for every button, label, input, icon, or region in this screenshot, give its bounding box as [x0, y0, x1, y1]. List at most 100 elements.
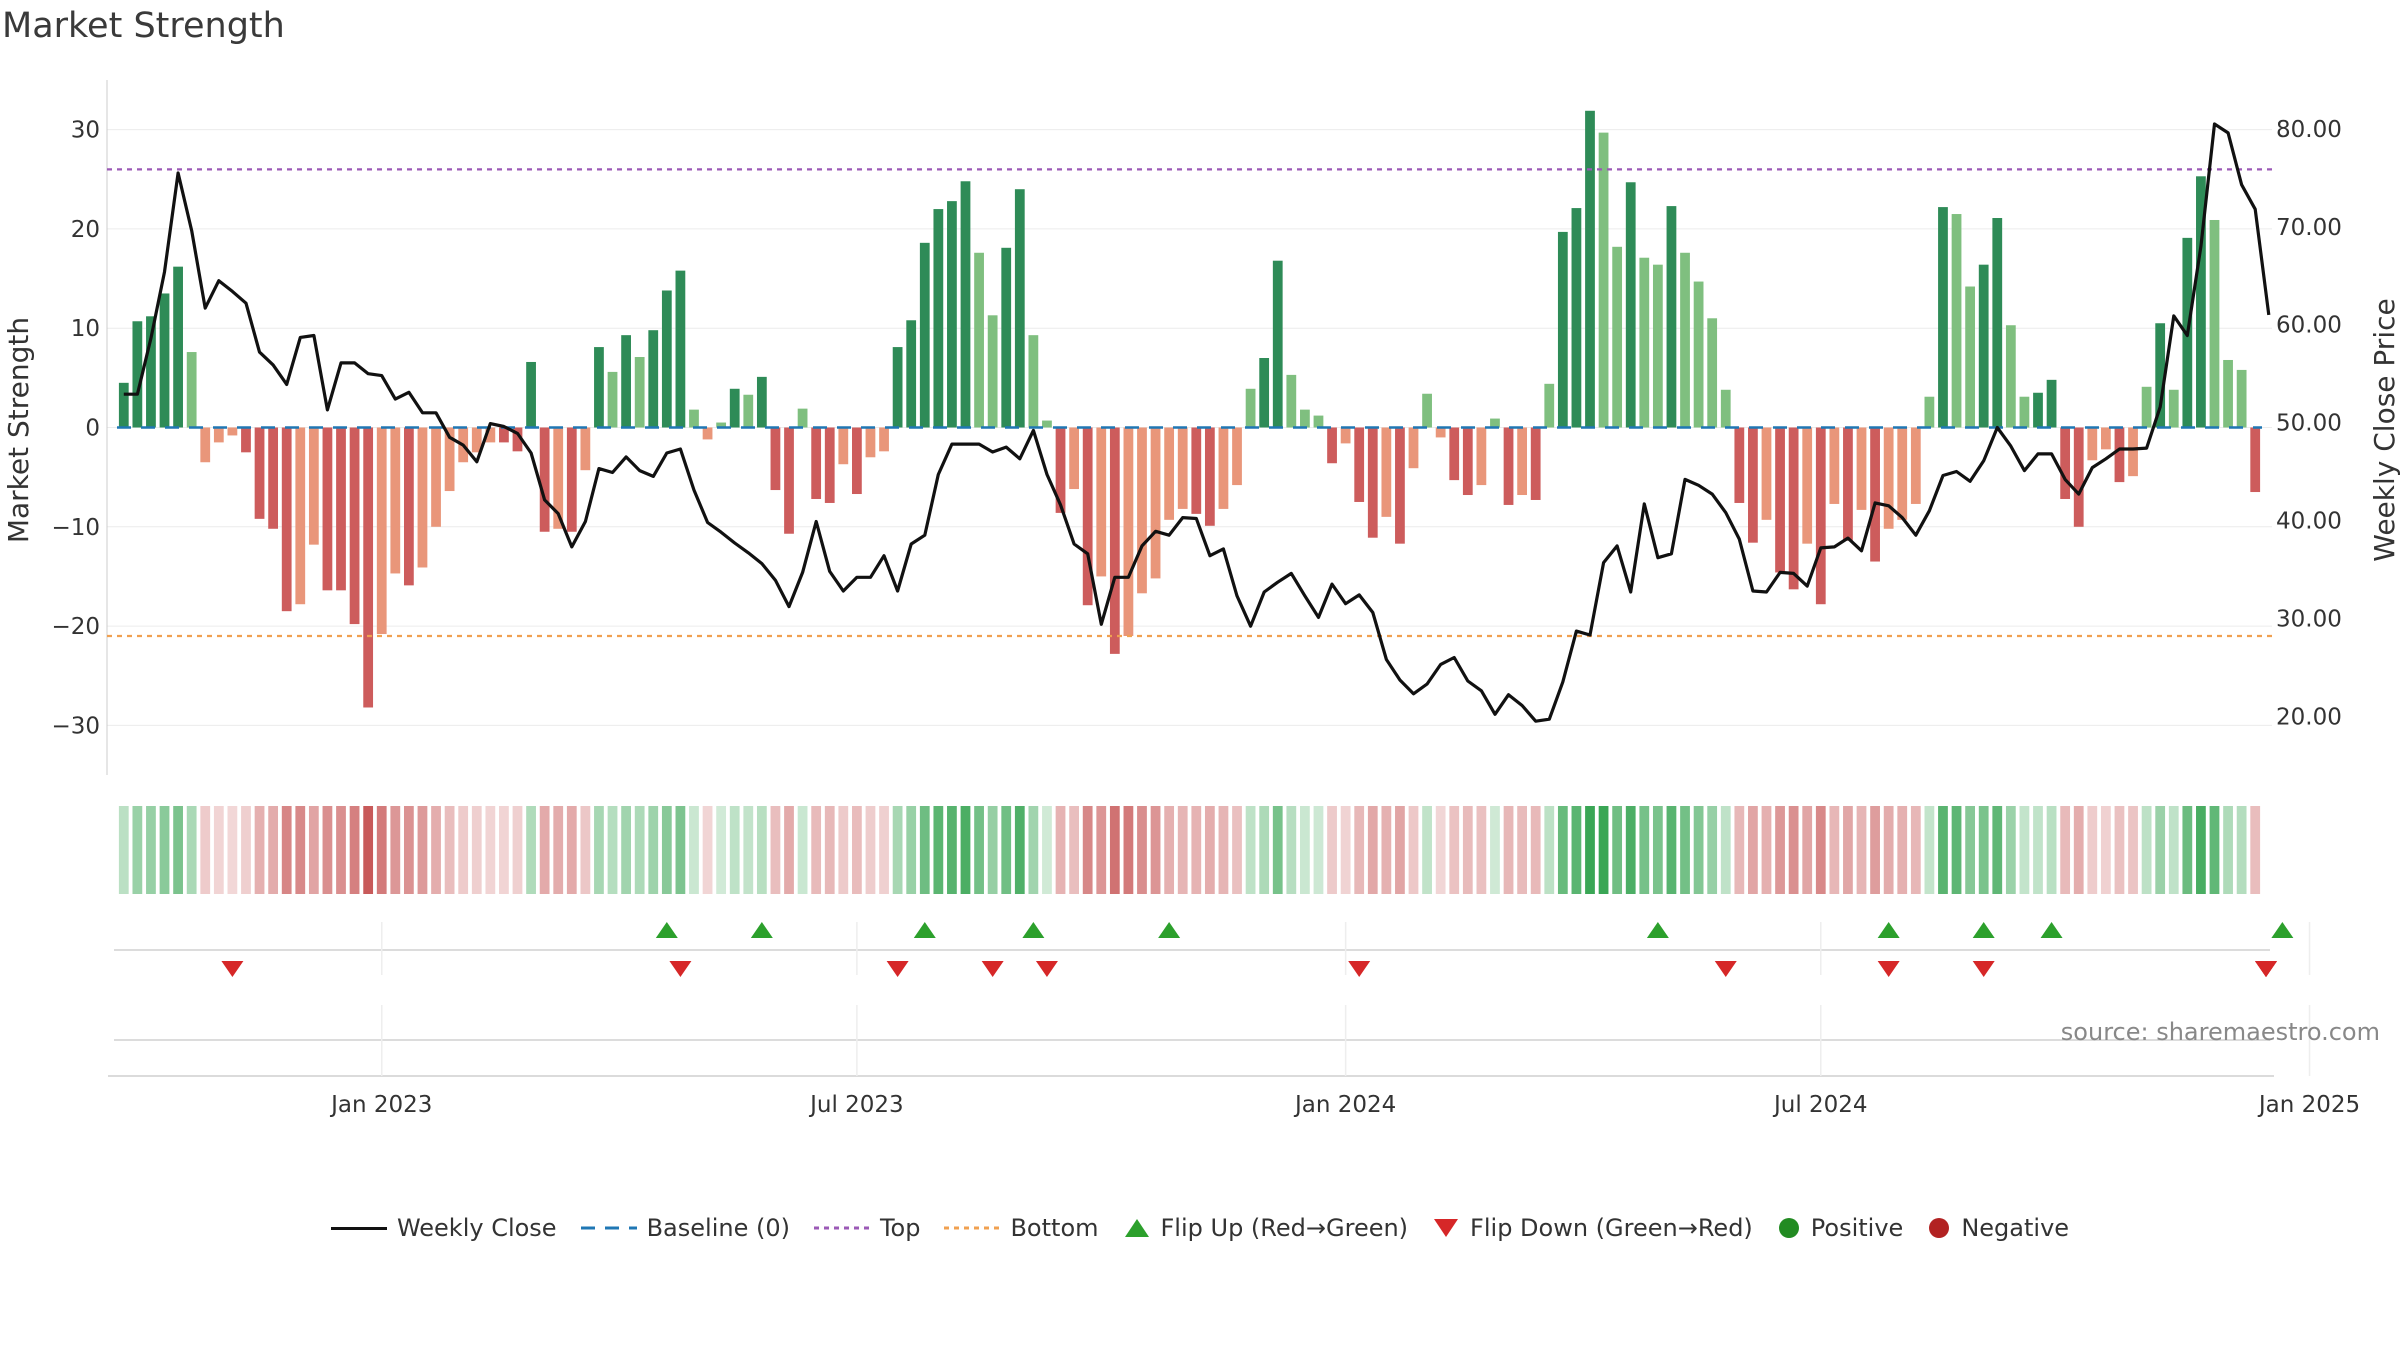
heat-cell: [349, 806, 360, 894]
strength-bar: [2060, 427, 2071, 499]
heat-cell: [308, 806, 319, 894]
strength-bar: [2100, 427, 2111, 450]
flip-down-marker: [1877, 961, 1900, 977]
strength-bar: [1870, 427, 1880, 562]
heat-cell: [118, 806, 129, 894]
heat-cell: [1137, 806, 1147, 894]
heat-cell: [1340, 806, 1351, 894]
strength-bar: [756, 376, 767, 428]
legend-item-baseline[interactable]: Baseline (0): [580, 1214, 790, 1242]
heat-cell: [1625, 806, 1636, 894]
dashed-line-icon: [580, 1226, 637, 1230]
strength-bar: [1204, 427, 1215, 526]
strength-bar: [200, 427, 211, 463]
heat-cell: [1109, 806, 1120, 894]
heat-cell: [947, 806, 957, 894]
heat-cell: [1395, 806, 1405, 894]
strength-bar: [879, 427, 889, 452]
heat-cell: [553, 806, 564, 894]
heat-cell: [1951, 806, 1962, 894]
triangle-down-icon: [1434, 1219, 1459, 1237]
heat-cell: [213, 806, 224, 894]
heat-cell: [2168, 806, 2179, 894]
strength-bar: [431, 427, 441, 527]
heat-cell: [146, 806, 156, 894]
strength-bar: [376, 427, 387, 635]
y2-tick-label: 60.00: [2276, 313, 2342, 339]
flip-up-marker: [2040, 922, 2063, 938]
y2-tick-label: 50.00: [2276, 411, 2342, 437]
legend-item-top[interactable]: Top: [813, 1214, 920, 1242]
strength-bar: [1802, 427, 1813, 544]
strength-bar: [1055, 427, 1066, 513]
strength-bar: [824, 427, 835, 503]
strength-bar: [947, 201, 957, 428]
strength-bar: [2209, 219, 2220, 428]
heat-cell: [892, 806, 903, 894]
heat-cell: [1245, 806, 1256, 894]
strength-bar: [499, 427, 509, 443]
strength-bar: [1938, 207, 1948, 428]
heat-cell: [2128, 806, 2138, 894]
heat-cell: [2114, 806, 2125, 894]
flip-down-marker: [1714, 961, 1737, 977]
heat-cell: [444, 806, 455, 894]
heat-cell: [1259, 806, 1270, 894]
heat-cell: [417, 806, 428, 894]
heat-cell: [2060, 806, 2071, 894]
strength-bar: [1028, 335, 1039, 428]
heat-cell: [1014, 806, 1025, 894]
strength-bar: [254, 427, 265, 519]
heat-cell: [1652, 806, 1663, 894]
heat-cell: [227, 806, 238, 894]
strength-bar: [743, 394, 754, 428]
heat-cell: [852, 806, 862, 894]
strength-bar: [1381, 427, 1392, 517]
heat-cell: [1829, 806, 1840, 894]
heat-cell: [1897, 806, 1908, 894]
strength-bar: [349, 427, 360, 625]
heat-cell: [634, 806, 645, 894]
heat-cell: [1748, 806, 1758, 894]
heat-cell: [2100, 806, 2111, 894]
legend-item-negative[interactable]: Negative: [1927, 1214, 2069, 1242]
y2-axis-title: Weekly Close Price: [2368, 298, 2400, 561]
strength-bar: [1557, 231, 1568, 428]
strength-bar: [1598, 132, 1609, 428]
strength-bar: [1652, 264, 1663, 428]
weekly-close-line: [123, 122, 2271, 723]
strength-bar: [444, 427, 455, 492]
heat-cell: [1571, 806, 1582, 894]
strength-bar: [838, 427, 849, 465]
strength-bar: [621, 335, 631, 428]
legend-item-close[interactable]: Weekly Close: [330, 1214, 557, 1242]
strength-bar: [1571, 208, 1582, 428]
flip-down-marker: [221, 961, 244, 977]
legend-item-bottom[interactable]: Bottom: [944, 1214, 1099, 1242]
strength-bar: [417, 427, 428, 568]
y2-tick-label: 40.00: [2276, 508, 2342, 534]
heat-cell: [132, 806, 143, 894]
strength-bar: [213, 427, 224, 443]
heat-cell: [268, 806, 279, 894]
flip-up-marker: [1877, 922, 1900, 938]
heat-cell: [2223, 806, 2233, 894]
strength-bar: [960, 181, 971, 428]
legend-item-positive[interactable]: Positive: [1777, 1214, 1903, 1242]
flip-up-marker: [750, 922, 773, 938]
heat-cell: [2196, 806, 2206, 894]
heat-cell: [485, 806, 496, 894]
heat-cell: [363, 806, 374, 894]
heat-cell: [1693, 806, 1704, 894]
legend-item-flip-down[interactable]: Flip Down (Green→Red): [1432, 1214, 1753, 1242]
strength-bar: [1910, 427, 1921, 504]
strength-bar: [811, 427, 822, 499]
strength-bar: [159, 293, 170, 428]
heat-cell: [1598, 806, 1609, 894]
heat-cell: [1720, 806, 1731, 894]
strength-bar: [1856, 427, 1867, 510]
legend-item-flip-up[interactable]: Flip Up (Red→Green): [1123, 1214, 1408, 1242]
heat-cell: [770, 806, 781, 894]
strength-bar: [2019, 396, 2030, 428]
heat-cell: [811, 806, 822, 894]
